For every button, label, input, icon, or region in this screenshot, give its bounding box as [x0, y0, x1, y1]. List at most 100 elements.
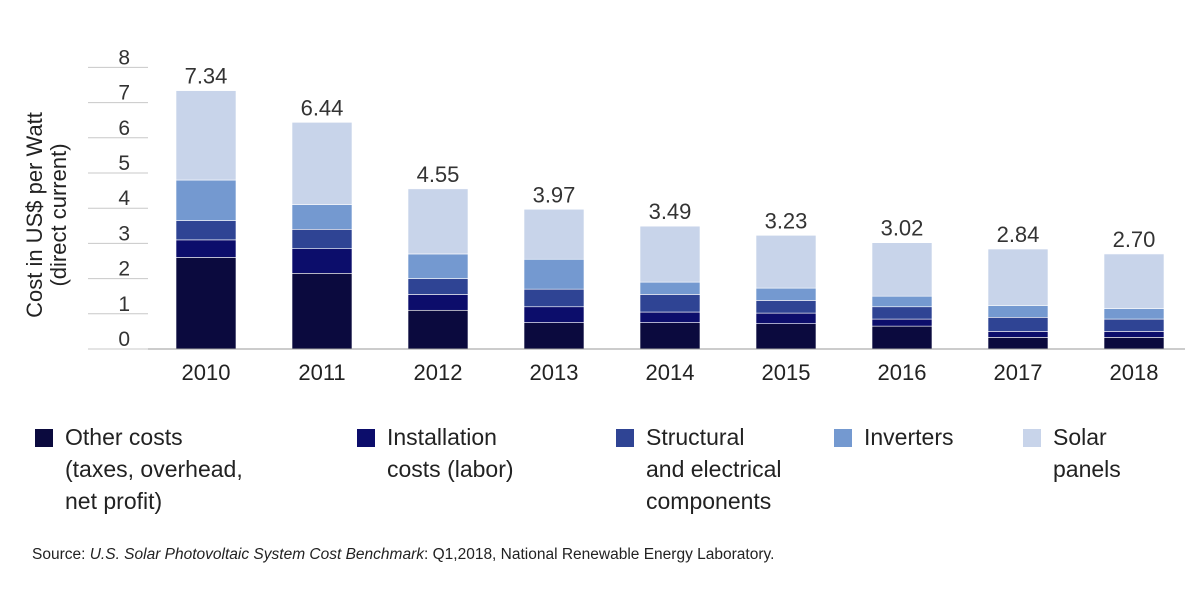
bar-segment — [871, 306, 933, 320]
legend-swatch — [357, 429, 375, 447]
bar-segment — [987, 248, 1049, 307]
y-tick-label: 8 — [118, 46, 130, 69]
y-axis-title-line: (direct current) — [46, 143, 71, 286]
bar-segment — [523, 288, 585, 308]
bar-segment — [639, 322, 701, 350]
legend-label: Inverters — [864, 424, 954, 450]
bar-segment — [523, 322, 585, 350]
bar-total-label: 7.34 — [185, 64, 228, 89]
bars — [175, 90, 1165, 350]
source-title: U.S. Solar Photovoltaic System Cost Benc… — [89, 546, 424, 563]
source-note: Source: U.S. Solar Photovoltaic System C… — [32, 546, 774, 564]
bar-segment — [523, 306, 585, 323]
x-tick-label: 2015 — [762, 360, 811, 385]
x-tick-label: 2017 — [994, 360, 1043, 385]
bar-segment — [175, 257, 237, 350]
legend-label: Installation costs (labor) — [387, 424, 514, 482]
x-tick-label: 2013 — [530, 360, 579, 385]
bar-segment — [1103, 337, 1165, 350]
legend-label: Structural and electrical components — [646, 424, 782, 514]
bar-segment — [1103, 308, 1165, 320]
bar-segment — [407, 278, 469, 295]
bar-total-label: 6.44 — [301, 95, 344, 120]
bar-segment — [871, 318, 933, 327]
x-tick-label: 2011 — [298, 360, 345, 385]
bar-segment — [987, 337, 1049, 350]
bar-total-label: 3.23 — [765, 208, 808, 233]
bar-segment — [871, 295, 933, 308]
bar-segment — [755, 300, 817, 314]
legend-swatch — [834, 429, 852, 447]
bar-segment — [407, 309, 469, 350]
y-tick-label: 3 — [118, 222, 130, 245]
bar-segment — [407, 253, 469, 279]
total-value-labels: 7.34 6.44 4.55 3.97 3.49 3.23 3.02 2.84 2.70 — [185, 64, 1156, 252]
bar-segment — [291, 204, 353, 230]
bar-segment — [987, 331, 1049, 338]
bar-segment — [755, 287, 817, 301]
y-axis-title-line: Cost in US$ per Watt — [22, 112, 47, 318]
bar-segment — [755, 235, 817, 289]
bar-segment — [987, 317, 1049, 332]
x-tick-label: 2018 — [1110, 360, 1159, 385]
legend-item: Structural and electrical components — [616, 421, 782, 517]
legend-label: Solar panels — [1053, 424, 1121, 482]
bar-segment — [871, 325, 933, 350]
bar-segment — [1103, 331, 1165, 338]
y-axis-title: Cost in US$ per Watt(direct current) — [22, 112, 71, 318]
bar-segment — [175, 179, 237, 221]
bar-segment — [175, 220, 237, 241]
bar-segment — [1103, 318, 1165, 332]
bar-segment — [523, 208, 585, 260]
bar-total-label: 3.49 — [649, 199, 692, 224]
x-tick-label: 2014 — [646, 360, 695, 385]
stacked-bar-chart: 0 1 2 3 4 5 6 7 8 Cost in US$ per Watt(direct cu… — [22, 46, 1185, 385]
x-axis-tick-labels: 2010 2011 2012 2013 2014 2015 2016 2017 2018 — [182, 360, 1159, 385]
bar-segment — [175, 90, 237, 181]
bar-segment — [755, 312, 817, 324]
bar-segment — [291, 273, 353, 350]
y-tick-label: 4 — [118, 187, 130, 210]
source-rest: : Q1,2018, National Renewable Energy Lab… — [423, 546, 775, 563]
bar-segment — [291, 248, 353, 274]
bar-segment — [291, 229, 353, 249]
legend-item: Solar panels — [1023, 421, 1121, 485]
bar-segment — [987, 305, 1049, 318]
bar-total-label: 2.70 — [1113, 227, 1156, 252]
y-tick-label: 2 — [118, 258, 130, 281]
y-tick-label: 1 — [118, 293, 130, 316]
source-prefix: Source: — [32, 546, 90, 563]
bar-segment — [523, 258, 585, 290]
bar-total-label: 3.97 — [533, 182, 576, 207]
bar-total-label: 2.84 — [997, 222, 1040, 247]
bar-segment — [1103, 253, 1165, 309]
legend-swatch — [35, 429, 53, 447]
legend: Other costs (taxes, overhead, net profit… — [0, 421, 1200, 531]
legend-item: Inverters — [834, 421, 953, 453]
bar-segment — [291, 122, 353, 205]
bar-segment — [871, 242, 933, 297]
legend-item: Other costs (taxes, overhead, net profit… — [35, 421, 243, 517]
bar-segment — [755, 323, 817, 350]
y-tick-label: 7 — [118, 82, 130, 105]
bar-segment — [639, 311, 701, 323]
y-tick-label: 5 — [118, 152, 130, 175]
y-tick-label: 0 — [118, 328, 130, 351]
bar-segment — [407, 294, 469, 311]
legend-item: Installation costs (labor) — [357, 421, 514, 485]
x-tick-label: 2010 — [182, 360, 231, 385]
bar-segment — [407, 188, 469, 255]
x-tick-label: 2016 — [878, 360, 927, 385]
y-axis: 0 1 2 3 4 5 6 7 8 — [88, 46, 148, 351]
legend-swatch — [1023, 429, 1041, 447]
bar-segment — [639, 294, 701, 313]
legend-swatch — [616, 429, 634, 447]
x-tick-label: 2012 — [414, 360, 463, 385]
bar-total-label: 3.02 — [881, 216, 924, 241]
bar-segment — [175, 239, 237, 258]
y-tick-label: 6 — [118, 117, 130, 140]
bar-total-label: 4.55 — [417, 162, 460, 187]
legend-label: Other costs (taxes, overhead, net profit… — [65, 424, 243, 514]
bar-segment — [639, 281, 701, 295]
bar-segment — [639, 225, 701, 283]
